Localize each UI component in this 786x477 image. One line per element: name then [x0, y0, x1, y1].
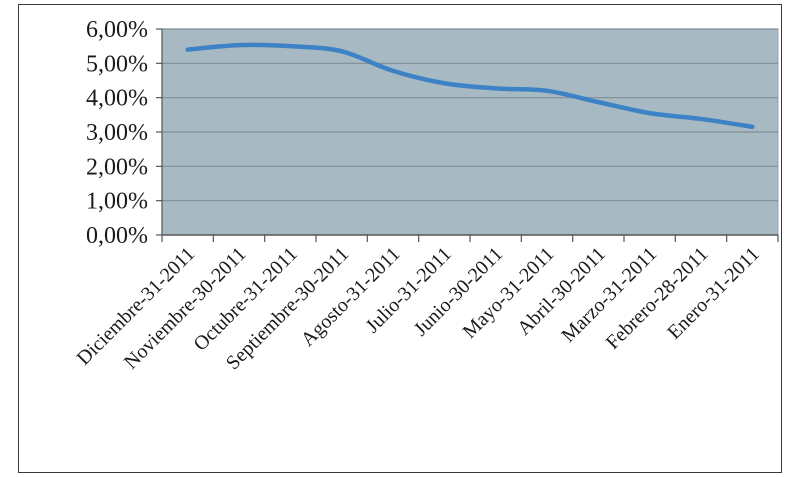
y-tick-label: 6,00% [86, 17, 148, 43]
y-tick-label: 3,00% [86, 120, 148, 146]
x-axis-tick-labels: Diciembre-31-2011Noviembre-30-2011Octubr… [73, 243, 764, 374]
y-tick-label: 1,00% [86, 189, 148, 215]
x-tick-label: Enero-31-2011 [663, 243, 764, 344]
y-tick-label: 5,00% [86, 51, 148, 77]
gridlines [162, 28, 778, 202]
series-line [185, 42, 755, 130]
y-tick-label: 4,00% [86, 86, 148, 112]
y-tick-label: 2,00% [86, 154, 148, 180]
y-tick-label: 0,00% [86, 223, 148, 249]
y-axis-tick-labels: 0,00% 1,00% 2,00% 3,00% 4,00% 5,00% 6,00% [86, 17, 148, 249]
series-layer [185, 42, 755, 130]
axes [156, 28, 779, 242]
